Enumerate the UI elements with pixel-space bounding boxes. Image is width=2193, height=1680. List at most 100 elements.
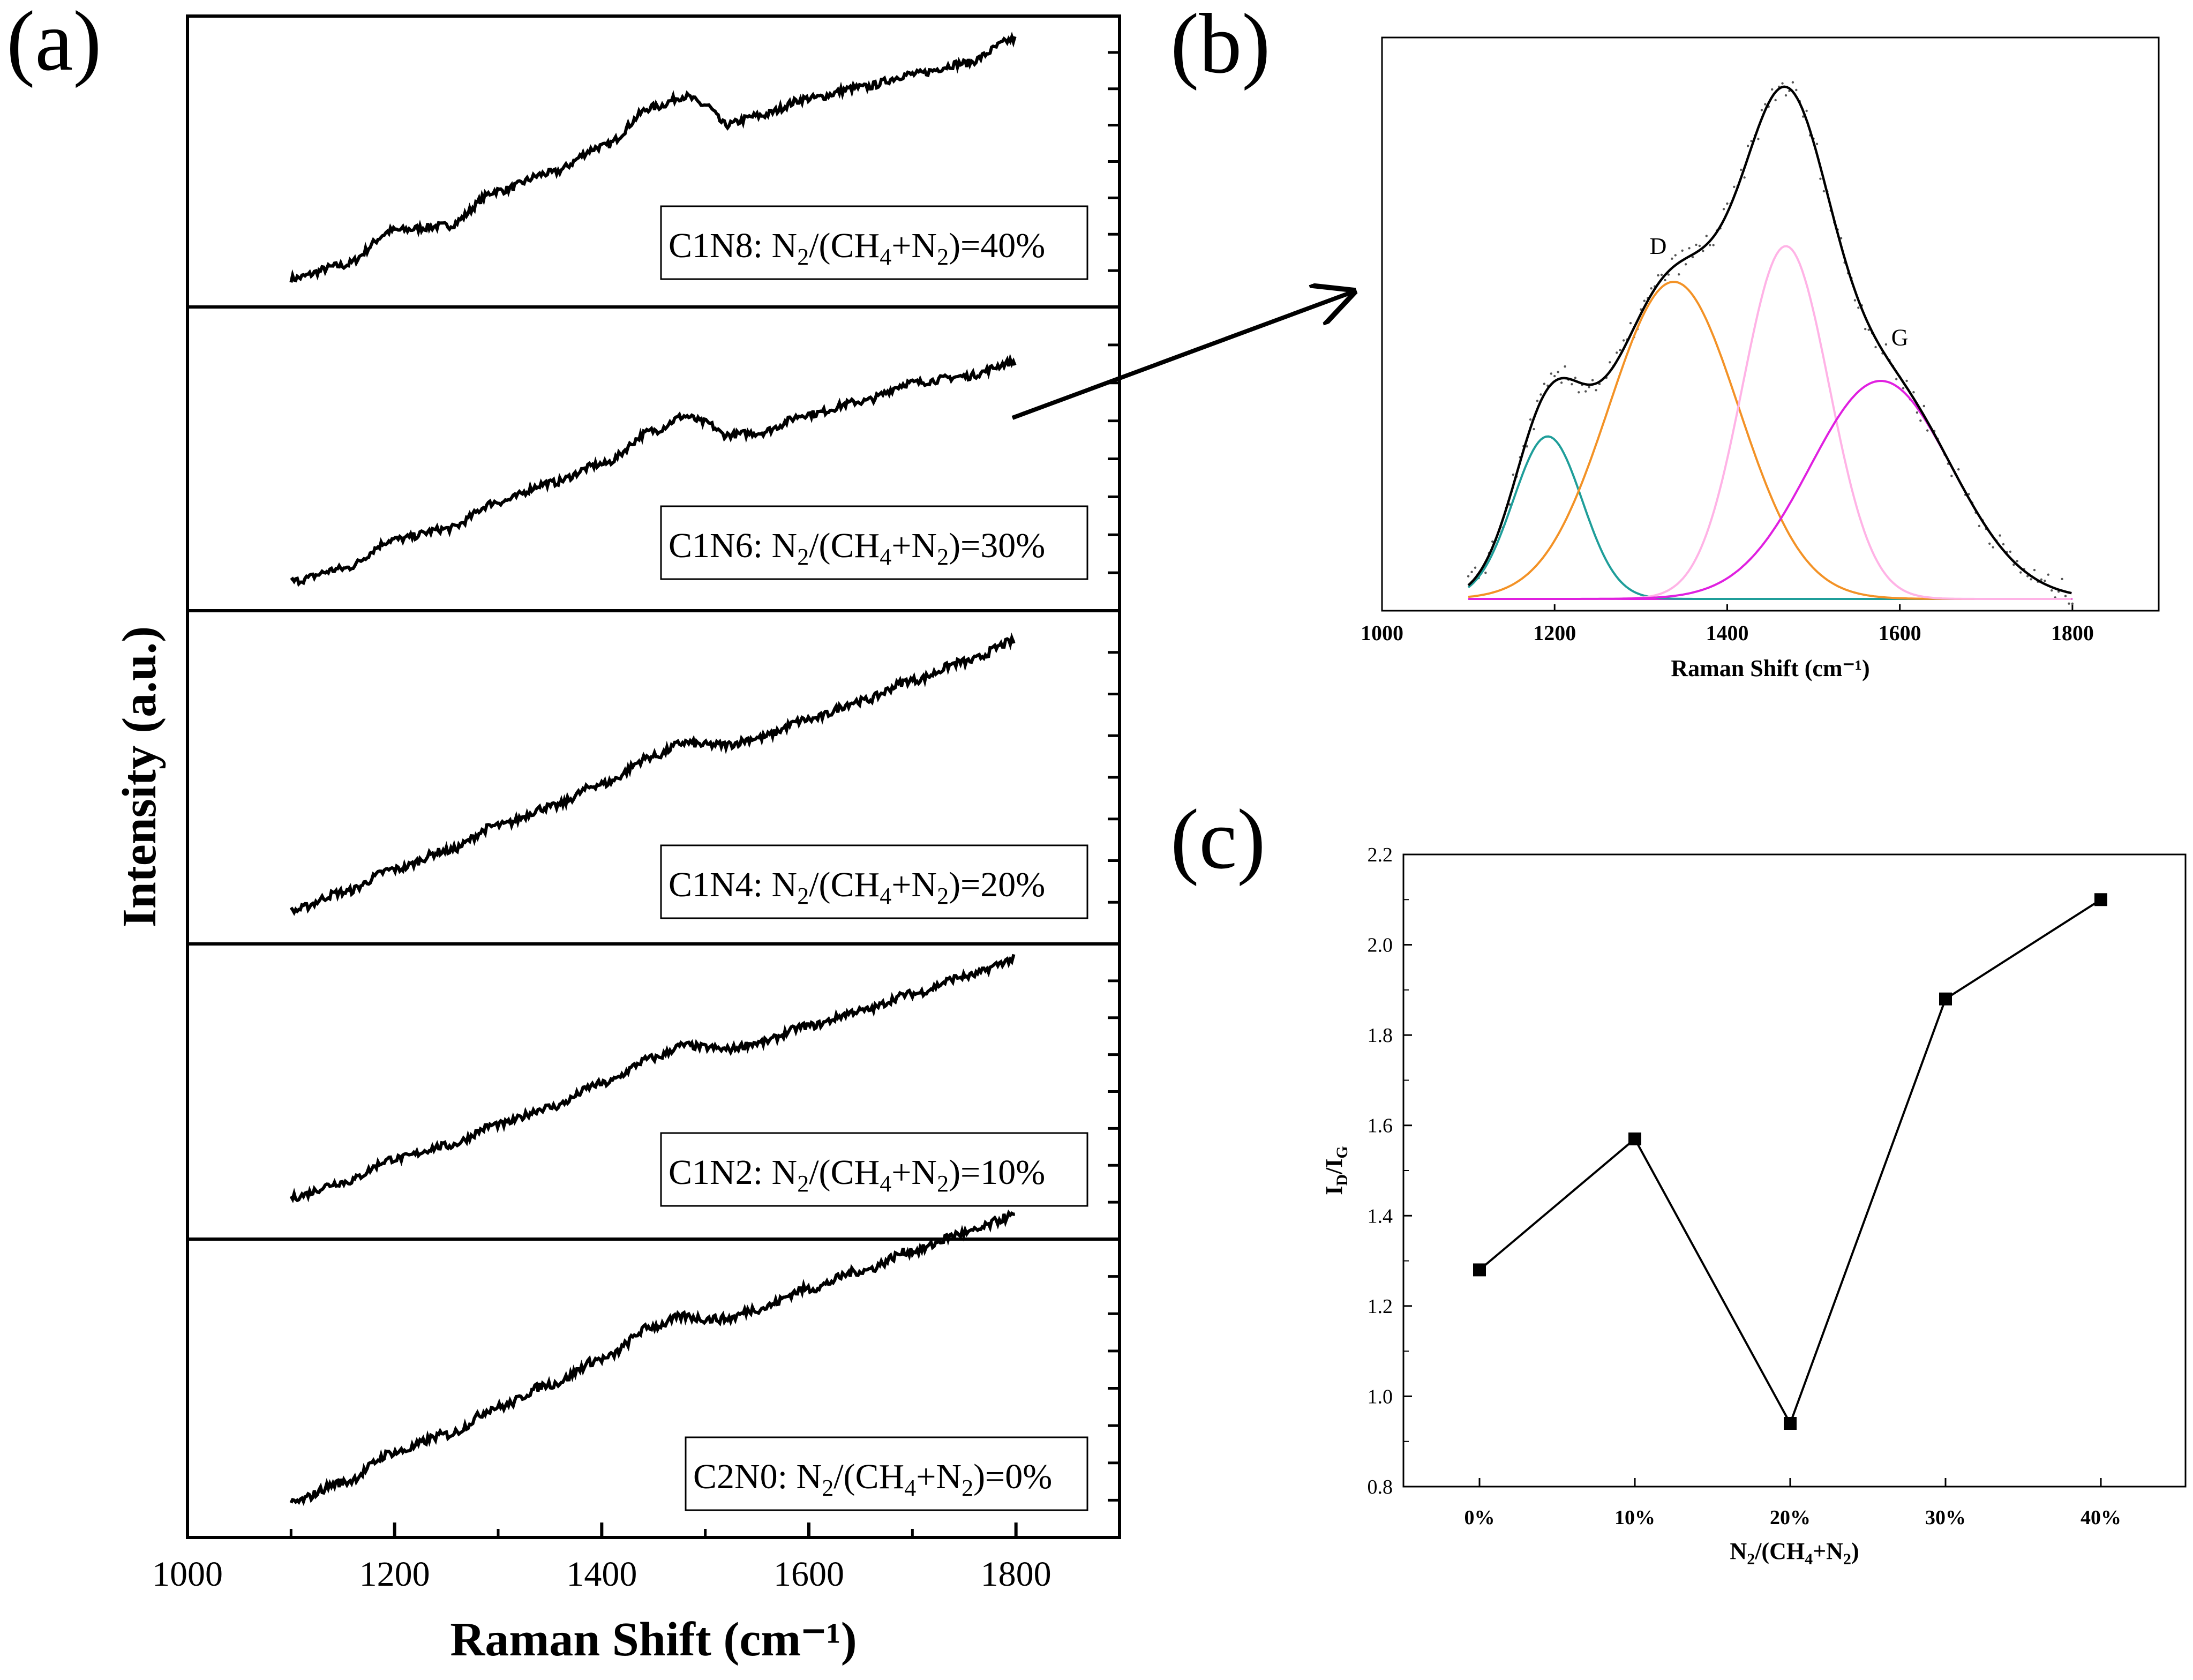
panel-b-raw-point — [1533, 428, 1535, 431]
panel-b-xtick-label: 1600 — [1879, 621, 1921, 645]
panel-b-label: (b) — [1170, 0, 1271, 91]
legend-frame-c1n4 — [660, 844, 1088, 919]
panel-b-raw-point — [1467, 575, 1470, 578]
panel-b-raw-point — [2012, 563, 2015, 566]
panel-b-raw-point — [1560, 381, 1563, 384]
panel-c-ytick-label: 0.8 — [1368, 1476, 1393, 1498]
legend-frame-c1n2 — [660, 1132, 1088, 1207]
panel-b-raw-point — [2016, 559, 2018, 562]
legend-box-c1n6: C1N6: N2/(CH4+N2)=30% — [660, 505, 1088, 580]
panel-b-components — [1467, 85, 2072, 600]
panel-b-raw-point — [1864, 327, 1867, 331]
panel-b-raw-point — [1470, 571, 1473, 573]
panel-c-marker-40% — [2094, 893, 2107, 906]
panel-b-raw-point — [1664, 279, 1666, 282]
panel-b-raw-point — [2009, 550, 2012, 553]
panel-b-raw-point — [1867, 328, 1870, 331]
panel-b-xlabel: Raman Shift (cm⁻¹) — [1671, 655, 1869, 681]
panel-b-raw-point — [1616, 351, 1618, 354]
panel-b-raw-point — [1474, 566, 1477, 569]
panel-b-raw-point — [1591, 379, 1594, 381]
panel-b-raw-point — [1695, 243, 1698, 246]
panel-b-annotation-G: G — [1891, 324, 1909, 350]
panel-a-xtick-label: 1400 — [566, 1555, 637, 1594]
panel-b-raw-point — [1999, 534, 2001, 537]
panel-b-raw-point — [1750, 139, 1753, 142]
panel-b-xtick-label: 1200 — [1533, 621, 1576, 645]
legend-frame-c1n6 — [660, 505, 1088, 580]
panel-b: (b) DG 1000 1200 1400 1600 1800 Raman Shift … — [1170, 0, 2160, 681]
panel-b-raw-point — [1571, 383, 1573, 386]
panel-c-marker-30% — [1939, 992, 1952, 1006]
panel-b-ticks — [1381, 604, 2074, 611]
panel-b-raw-point — [1619, 349, 1621, 351]
panel-b-raw-point — [1553, 374, 1556, 378]
panel-b-raw-point — [1550, 372, 1552, 375]
legend-text-c1n4: C1N4: N2/(CH4+N2)=20% — [669, 865, 1045, 909]
panel-b-raw-point — [2030, 578, 2032, 581]
panel-a-series-line — [289, 1209, 1016, 1506]
panel-b-raw-point — [1650, 287, 1653, 290]
panel-b-raw-point — [1746, 145, 1749, 147]
panel-c-ytick-label: 2.2 — [1368, 844, 1393, 866]
panel-b-raw-point — [1688, 247, 1691, 250]
panel-b-raw-point — [1784, 94, 1788, 97]
panel-b-raw-point — [1905, 379, 1908, 382]
panel-b-raw-point — [1764, 103, 1767, 106]
panel-c-ytick-label: 1.4 — [1368, 1205, 1393, 1227]
panel-b-raw-point — [1539, 393, 1542, 396]
panel-b-raw-point — [1884, 343, 1888, 346]
panel-b-raw-point — [1536, 400, 1539, 402]
panel-b-raw-point — [2064, 595, 2067, 597]
panel-a-xlabel: Raman Shift (cm⁻¹) — [450, 1613, 857, 1666]
panel-a-xtick-label: 1200 — [359, 1555, 430, 1594]
panel-b-raw-point — [1529, 418, 1532, 421]
panel-c-ytick-label: 1.8 — [1368, 1024, 1393, 1047]
panel-a-label: (a) — [6, 0, 102, 88]
panel-b-frame — [1381, 36, 2160, 612]
panel-b-raw-point — [1819, 177, 1822, 180]
panel-c-xtick-label: 10% — [1614, 1506, 1655, 1529]
panel-c-series — [1473, 893, 2107, 1430]
legend-text-c2n0: C2N0: N2/(CH4+N2)=0% — [693, 1457, 1052, 1501]
panel-b-raw-point — [1674, 254, 1677, 257]
panel-b-raw-point — [1667, 273, 1670, 276]
panel-c-marker-20% — [1784, 1417, 1797, 1430]
panel-c-ytick-label: 1.2 — [1368, 1295, 1393, 1318]
panel-b-raw-point — [1874, 346, 1877, 349]
panel-b-raw-point — [1967, 493, 1970, 496]
legend-box-c1n4: C1N4: N2/(CH4+N2)=20% — [660, 844, 1088, 919]
panel-a-series-line — [289, 31, 1017, 283]
panel-b-xtick-label: 1400 — [1706, 621, 1748, 645]
panel-b-raw-point — [1671, 257, 1673, 260]
panel-b-raw-point — [1992, 546, 1994, 549]
panel-a-xtick-label: 1000 — [152, 1555, 223, 1594]
panel-c-xtick-labels: 0% 10% 20% 30% 40% — [1464, 1506, 2122, 1529]
panel-b-raw-point — [1805, 109, 1808, 112]
panel-a-xtick-label: 1800 — [981, 1555, 1052, 1594]
panel-a-ylabel: Intensity (a.u.) — [113, 626, 166, 928]
panel-b-raw-point — [1584, 390, 1587, 393]
panel-a-legends: C1N8: N2/(CH4+N2)=40% C1N6: N2/(CH4+N2)=… — [660, 205, 1088, 1511]
panel-b-raw-data — [1467, 81, 2074, 605]
zoom-arrow — [1011, 292, 1353, 420]
panel-b-raw-point — [2061, 578, 2063, 581]
panel-b-raw-point — [1595, 389, 1597, 392]
panel-b-raw-point — [1702, 250, 1704, 252]
panel-b-raw-point — [1557, 371, 1559, 373]
panel-b-raw-point — [1781, 82, 1784, 85]
panel-b-raw-point — [2047, 573, 2049, 576]
panel-b-raw-point — [1526, 445, 1528, 448]
panel-b-raw-point — [1926, 429, 1929, 432]
panel-b-raw-point — [1588, 386, 1590, 388]
panel-b-component-G — [1468, 379, 2072, 600]
panel-b-raw-point — [1760, 109, 1763, 111]
panel-b-raw-point — [1857, 306, 1860, 309]
panel-b-raw-point — [1512, 473, 1515, 476]
panel-b-raw-point — [1839, 237, 1843, 239]
panel-b-raw-point — [1660, 273, 1663, 276]
panel-c-xtick-label: 20% — [1770, 1506, 1811, 1529]
panel-c-xlabel: N2/(CH4+N2) — [1730, 1538, 1859, 1568]
panel-b-component-D — [1468, 281, 2072, 600]
panel-c: (c) 0.8 1.0 1.2 1.4 1.6 1.8 2.0 2.2 0% 10% 20% 30%… — [1170, 791, 2187, 1568]
